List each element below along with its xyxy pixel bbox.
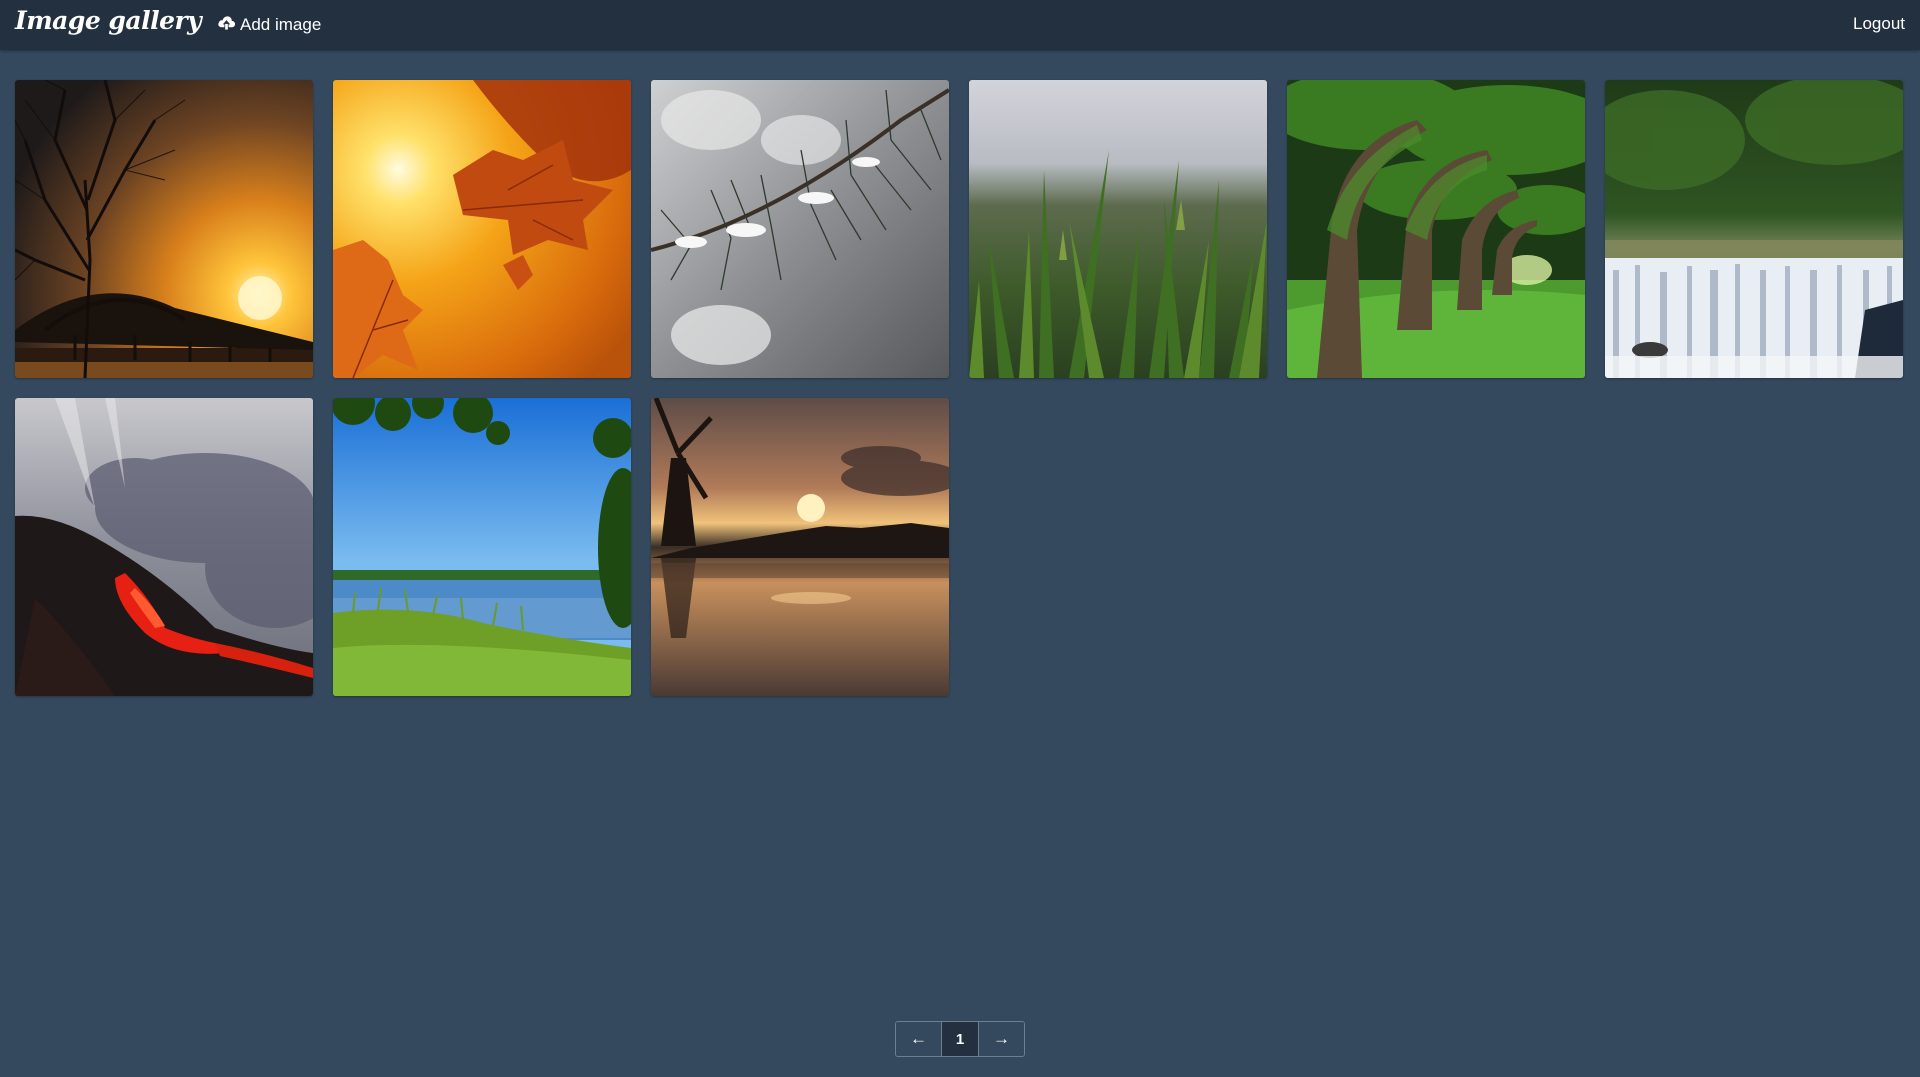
gallery-image-windmill-sunset[interactable] [651, 398, 949, 696]
add-image-label: Add image [240, 15, 322, 34]
gallery-image-green-grass[interactable] [969, 80, 1267, 378]
brand-logo[interactable]: Image gallery [15, 6, 202, 35]
cloud-upload-icon [217, 14, 236, 36]
current-page-button[interactable]: 1 [941, 1022, 979, 1056]
image-grid [15, 80, 1905, 696]
lake-shore-image [333, 398, 631, 696]
green-grass-image [969, 80, 1267, 378]
bridge-sunset-image [15, 80, 313, 378]
gallery-image-snowy-pine[interactable] [651, 80, 949, 378]
gallery-image-autumn-leaves[interactable] [333, 80, 631, 378]
oak-alley-image [1287, 80, 1585, 378]
lava-clouds-image [15, 398, 313, 696]
autumn-leaves-image [333, 80, 631, 378]
gallery-image-lake-shore[interactable] [333, 398, 631, 696]
pagination: ← 1 → [895, 1021, 1025, 1057]
windmill-sunset-image [651, 398, 949, 696]
add-image-button[interactable]: Add image [217, 13, 321, 37]
gallery-image-oak-alley[interactable] [1287, 80, 1585, 378]
waterfall-image [1605, 80, 1903, 378]
navbar: Image gallery Add image Logout [0, 0, 1920, 50]
gallery-image-waterfall[interactable] [1605, 80, 1903, 378]
gallery-image-lava-clouds[interactable] [15, 398, 313, 696]
snowy-pine-image [651, 80, 949, 378]
gallery-image-bridge-sunset[interactable] [15, 80, 313, 378]
logout-link[interactable]: Logout [1853, 14, 1905, 33]
prev-page-button[interactable]: ← [896, 1022, 941, 1056]
next-page-button[interactable]: → [979, 1022, 1024, 1056]
